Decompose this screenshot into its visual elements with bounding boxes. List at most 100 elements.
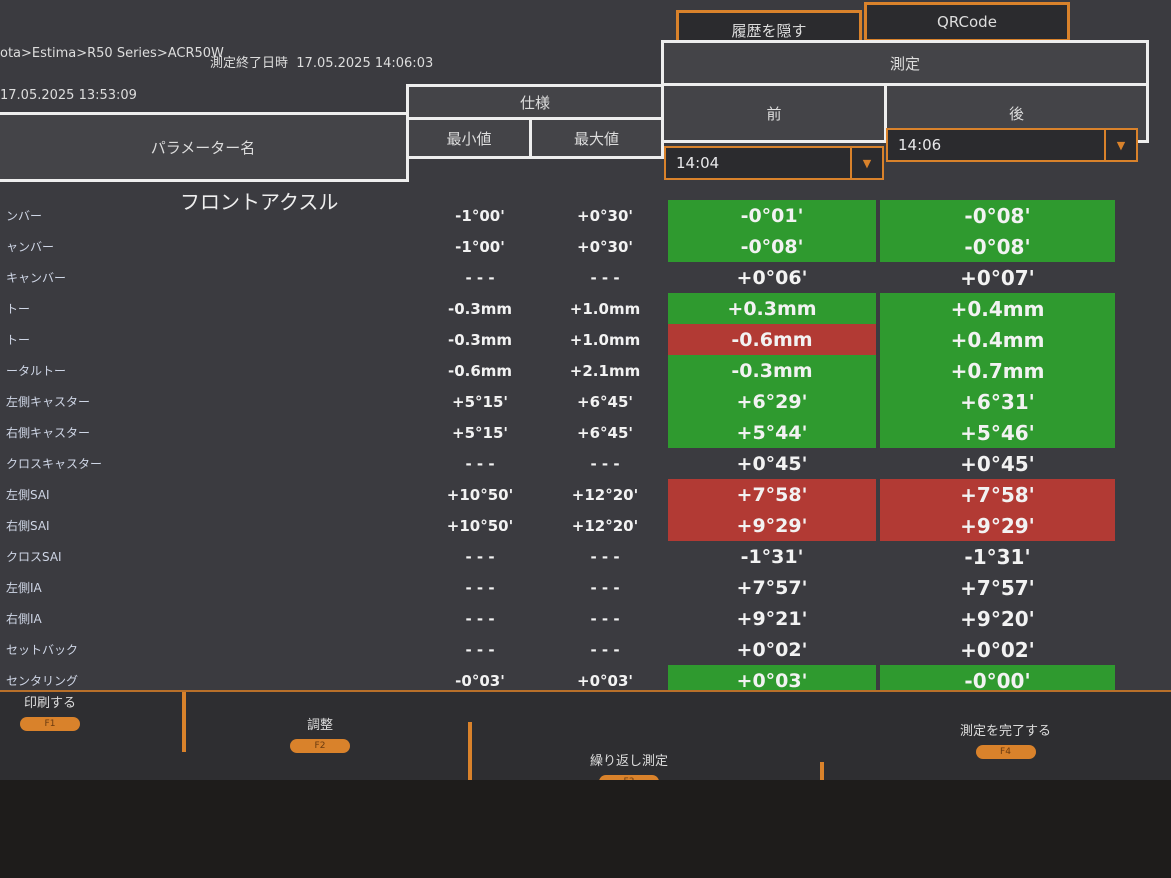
finish-label: 測定を完了する [960,724,1052,739]
measure-before: -0.6mm [668,324,876,355]
spec-max: - - - [590,578,620,597]
table-row: クロスSAI - - - - - - -1°31' -1°31' [0,541,1171,572]
table-row: ータルトー -0.6mm +2.1mm -0.3mm +0.7mm [0,355,1171,386]
header-before: 前 [661,83,887,143]
spec-min: - - - [465,268,495,287]
measure-after: +0.7mm [880,355,1115,386]
param-name: トー [6,333,31,347]
spec-min: -0.3mm [447,299,513,318]
table-row: 右側IA - - - - - - +9°21' +9°20' [0,603,1171,634]
measure-after: -1°31' [964,544,1031,569]
spec-max: +2.1mm [569,361,641,380]
measure-before: -0°01' [668,200,876,231]
measure-after: +9°29' [880,510,1115,541]
table-row: トー -0.3mm +1.0mm +0.3mm +0.4mm [0,293,1171,324]
table-row: ャンバー -1°00' +0°30' -0°08' -0°08' [0,231,1171,262]
spec-min: +10°50' [446,516,514,535]
spec-max: +0°30' [577,206,633,225]
monitor-bezel: 測定を完了する F4 [0,724,1171,878]
print-label: 印刷する [23,696,76,711]
measure-after: +5°46' [880,417,1115,448]
spec-min: - - - [465,609,495,628]
spec-max: +0°03' [577,671,633,690]
qrcode-button[interactable]: QRCode [864,2,1070,42]
measure-after: -0°08' [880,231,1115,262]
finish-measurement-button[interactable]: 測定を完了する F4 [960,720,1051,759]
table-row: 左側SAI +10°50' +12°20' +7°58' +7°58' [0,479,1171,510]
end-datetime-label: 測定終了日時 17.05.2025 14:06:03 [210,52,433,71]
param-name: 左側SAI [6,488,50,502]
param-name: 右側SAI [6,519,50,533]
param-name: 左側IA [6,581,42,595]
spec-min: +10°50' [446,485,514,504]
param-name: セットバック [6,643,79,657]
end-label: 測定終了日時 [210,56,289,71]
spec-min: -1°00' [455,237,505,256]
param-name: 右側IA [6,612,42,626]
param-name: 右側キャスター [6,426,91,440]
param-name: クロスSAI [6,550,62,564]
before-time-select[interactable]: 14:04 ▼ [664,146,884,180]
header-min: 最小値 [406,117,532,159]
measure-before: +0.3mm [668,293,876,324]
chevron-down-icon[interactable]: ▼ [850,148,882,178]
table-row: 右側キャスター +5°15' +6°45' +5°44' +5°46' [0,417,1171,448]
spec-min: - - - [465,578,495,597]
header-param: パラメーター名 [0,112,409,182]
f2-key: F2 [290,739,350,753]
param-name: ャンバー [6,240,55,254]
param-name: キャンバー [6,271,67,285]
table-row: キャンバー - - - - - - +0°06' +0°07' [0,262,1171,293]
table-row: セットバック - - - - - - +0°02' +0°02' [0,634,1171,665]
measure-after: +9°20' [960,606,1035,631]
divider [182,692,186,752]
header-spec: 仕様 [406,84,664,120]
header-max: 最大値 [529,117,664,159]
table-row: 右側SAI +10°50' +12°20' +9°29' +9°29' [0,510,1171,541]
table-row: トー -0.3mm +1.0mm -0.6mm +0.4mm [0,324,1171,355]
print-button[interactable]: 印刷する F1 [20,692,80,731]
measure-before: -0.3mm [668,355,876,386]
spec-max: +0°30' [577,237,633,256]
spec-max: +6°45' [577,392,633,411]
table-row: 左側キャスター +5°15' +6°45' +6°29' +6°31' [0,386,1171,417]
divider [820,762,824,782]
measure-before: +9°21' [736,607,808,630]
remeasure-label: 繰り返し測定 [590,754,669,769]
spec-min: -0.3mm [447,330,513,349]
measure-after: +6°31' [880,386,1115,417]
spec-max: +12°20' [571,516,639,535]
measure-before: -1°31' [740,545,804,568]
measure-after: +0°07' [960,265,1035,290]
measure-before: +7°58' [668,479,876,510]
measure-before: -0°08' [668,231,876,262]
measure-before: +0°06' [736,266,808,289]
end-datetime: 17.05.2025 14:06:03 [296,56,434,71]
param-name: センタリング [6,674,79,688]
table-row: クロスキャスター - - - - - - +0°45' +0°45' [0,448,1171,479]
chevron-down-icon[interactable]: ▼ [1104,130,1136,160]
spec-min: +5°15' [452,392,508,411]
adjust-button[interactable]: 調整 F2 [290,714,350,753]
spec-max: - - - [590,609,620,628]
table-row: ンバー -1°00' +0°30' -0°01' -0°08' [0,200,1171,231]
param-name: ータルトー [6,364,67,378]
measure-before: +6°29' [668,386,876,417]
start-datetime: 17.05.2025 13:53:09 [0,88,137,103]
measure-after: +7°58' [880,479,1115,510]
spec-min: - - - [465,547,495,566]
table-row: 左側IA - - - - - - +7°57' +7°57' [0,572,1171,603]
spec-min: - - - [465,454,495,473]
f1-key: F1 [20,717,80,731]
spec-min: - - - [465,640,495,659]
spec-min: -0.6mm [447,361,513,380]
alignment-screen: 履歴を隠す QRCode ota>Estima>R50 Series>ACR50… [0,0,1171,789]
f4-key: F4 [975,745,1036,759]
spec-max: - - - [590,547,620,566]
after-time-select[interactable]: 14:06 ▼ [886,128,1138,162]
measure-before: +0°45' [736,452,808,475]
spec-min: +5°15' [452,423,508,442]
spec-max: +6°45' [577,423,633,442]
spec-max: +12°20' [571,485,639,504]
